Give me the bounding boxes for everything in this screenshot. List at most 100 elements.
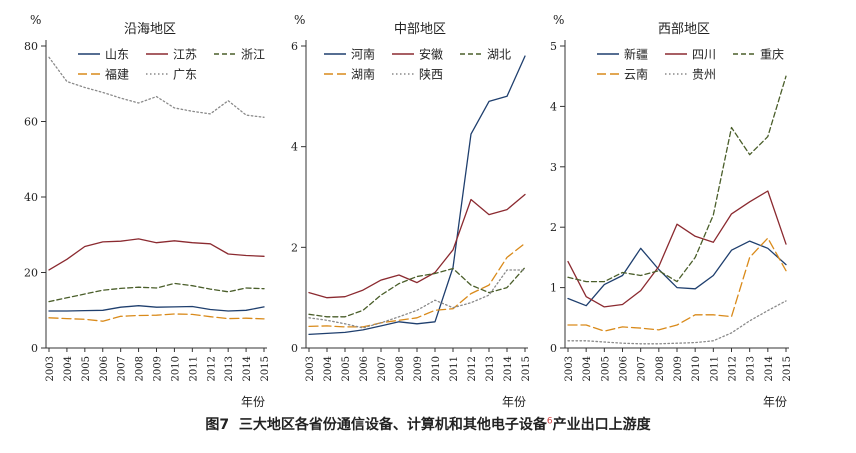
x-tick-label: 2012 bbox=[467, 356, 478, 381]
x-tick-label: 2012 bbox=[206, 356, 217, 381]
legend-label: 云南 bbox=[624, 67, 648, 82]
legend-label: 福建 bbox=[105, 67, 129, 82]
x-tick-label: 2015 bbox=[260, 356, 271, 381]
legend-label: 广东 bbox=[173, 68, 197, 82]
x-tick-label: 2006 bbox=[99, 356, 110, 381]
x-tick-label: 2013 bbox=[746, 356, 757, 381]
x-tick-label: 2010 bbox=[691, 356, 702, 381]
x-tick-label: 2008 bbox=[655, 356, 666, 381]
series-line-4 bbox=[567, 237, 787, 332]
caption-tail: 产业出口上游度 bbox=[552, 417, 651, 433]
series-line-1 bbox=[567, 240, 787, 307]
caption-note: 6 bbox=[546, 416, 553, 427]
x-tick-label: 2010 bbox=[431, 356, 442, 381]
x-axis-title: 年份 bbox=[502, 395, 526, 409]
chart-panel-1: 沿海地区% 0 20 40 60 80 2003 2004 2005 2006 2007 2008 20… bbox=[24, 13, 271, 409]
series-line-5 bbox=[567, 300, 787, 345]
legend-label: 四川 bbox=[692, 48, 716, 62]
x-tick-label: 2015 bbox=[521, 356, 532, 381]
x-axis-title: 年份 bbox=[763, 395, 787, 409]
x-tick-label: 2014 bbox=[764, 356, 775, 381]
x-tick-label: 2008 bbox=[135, 356, 146, 381]
x-tick-label: 2014 bbox=[242, 356, 253, 381]
x-tick-label: 2003 bbox=[45, 356, 56, 381]
chart-panel-2: 中部地区% 0 2 4 6 2003 2004 2005 2006 2007 2008 2009 201… bbox=[291, 13, 532, 409]
series-line-3 bbox=[567, 75, 787, 283]
series-line-1 bbox=[48, 305, 265, 312]
legend-label: 河南 bbox=[351, 47, 375, 62]
y-axis-unit-label: % bbox=[30, 13, 41, 27]
x-tick-label: 2013 bbox=[224, 356, 235, 381]
legend-label: 重庆 bbox=[760, 48, 784, 62]
x-tick-label: 2008 bbox=[395, 356, 406, 381]
figure-caption: 图7 三大地区各省份通信设备、计算机和其他电子设备6产业出口上游度 bbox=[0, 414, 856, 434]
series-line-3 bbox=[308, 266, 526, 318]
series-line-2 bbox=[308, 193, 526, 299]
caption-label: 图7 bbox=[205, 417, 230, 433]
y-tick-label: 1 bbox=[550, 282, 557, 295]
legend-label: 湖北 bbox=[487, 47, 511, 62]
y-tick-label: 2 bbox=[550, 221, 557, 234]
x-tick-label: 2013 bbox=[485, 356, 496, 381]
x-tick-label: 2004 bbox=[63, 356, 74, 381]
x-tick-label: 2007 bbox=[637, 356, 648, 381]
x-tick-label: 2009 bbox=[673, 356, 684, 381]
x-tick-label: 2005 bbox=[341, 356, 352, 381]
x-tick-label: 2012 bbox=[728, 356, 739, 381]
x-tick-label: 2011 bbox=[449, 356, 460, 381]
x-tick-label: 2015 bbox=[782, 356, 793, 381]
chart-title: 中部地区 bbox=[394, 22, 446, 37]
y-tick-label: 40 bbox=[24, 191, 38, 204]
y-tick-label: 4 bbox=[550, 100, 557, 113]
legend-label: 安徽 bbox=[419, 47, 443, 62]
y-axis-unit-label: % bbox=[553, 13, 564, 27]
y-tick-label: 3 bbox=[550, 161, 557, 174]
x-axis-title: 年份 bbox=[241, 395, 265, 409]
legend-label: 浙江 bbox=[241, 48, 265, 62]
legend-label: 新疆 bbox=[624, 47, 648, 62]
legend-label: 江苏 bbox=[173, 48, 197, 62]
y-tick-label: 2 bbox=[291, 241, 298, 254]
legend-label: 湖南 bbox=[351, 67, 375, 82]
x-tick-label: 2003 bbox=[305, 356, 316, 381]
chart-title: 沿海地区 bbox=[124, 22, 176, 37]
x-tick-label: 2003 bbox=[564, 356, 575, 381]
x-tick-label: 2007 bbox=[377, 356, 388, 381]
y-tick-label: 0 bbox=[550, 342, 557, 355]
x-tick-label: 2010 bbox=[170, 356, 181, 381]
y-axis-unit-label: % bbox=[294, 13, 305, 27]
x-tick-label: 2005 bbox=[81, 356, 92, 381]
x-tick-label: 2009 bbox=[413, 356, 424, 381]
legend-label: 山东 bbox=[105, 48, 129, 62]
x-tick-label: 2014 bbox=[503, 356, 514, 381]
x-tick-label: 2004 bbox=[323, 356, 334, 381]
y-tick-label: 60 bbox=[24, 116, 38, 129]
y-tick-label: 0 bbox=[31, 342, 38, 355]
caption-text: 三大地区各省份通信设备、计算机和其他电子设备 bbox=[238, 417, 547, 433]
y-tick-label: 4 bbox=[291, 141, 298, 154]
chart-title: 西部地区 bbox=[658, 22, 710, 37]
x-tick-label: 2006 bbox=[619, 356, 630, 381]
legend-label: 贵州 bbox=[692, 68, 716, 82]
series-line-2 bbox=[48, 238, 265, 271]
x-tick-label: 2009 bbox=[153, 356, 164, 381]
series-line-4 bbox=[48, 313, 265, 322]
y-tick-label: 6 bbox=[291, 40, 298, 53]
x-tick-label: 2007 bbox=[117, 356, 128, 381]
series-line-2 bbox=[567, 190, 787, 308]
x-tick-label: 2011 bbox=[709, 356, 720, 381]
x-tick-label: 2005 bbox=[600, 356, 611, 381]
legend-label: 陕西 bbox=[419, 67, 443, 82]
y-tick-label: 80 bbox=[24, 40, 38, 53]
x-tick-label: 2004 bbox=[582, 356, 593, 381]
series-line-4 bbox=[308, 242, 526, 328]
y-tick-label: 20 bbox=[24, 267, 38, 280]
series-line-1 bbox=[308, 55, 526, 336]
series-line-3 bbox=[48, 282, 265, 303]
x-tick-label: 2011 bbox=[188, 356, 199, 381]
y-tick-label: 5 bbox=[550, 40, 557, 53]
y-tick-label: 0 bbox=[291, 342, 298, 355]
series-line-5 bbox=[308, 269, 526, 329]
chart-panel-3: 西部地区% 0 1 2 3 4 5 2003 2004 2005 2006 2007 2008 2009 2… bbox=[550, 13, 793, 409]
